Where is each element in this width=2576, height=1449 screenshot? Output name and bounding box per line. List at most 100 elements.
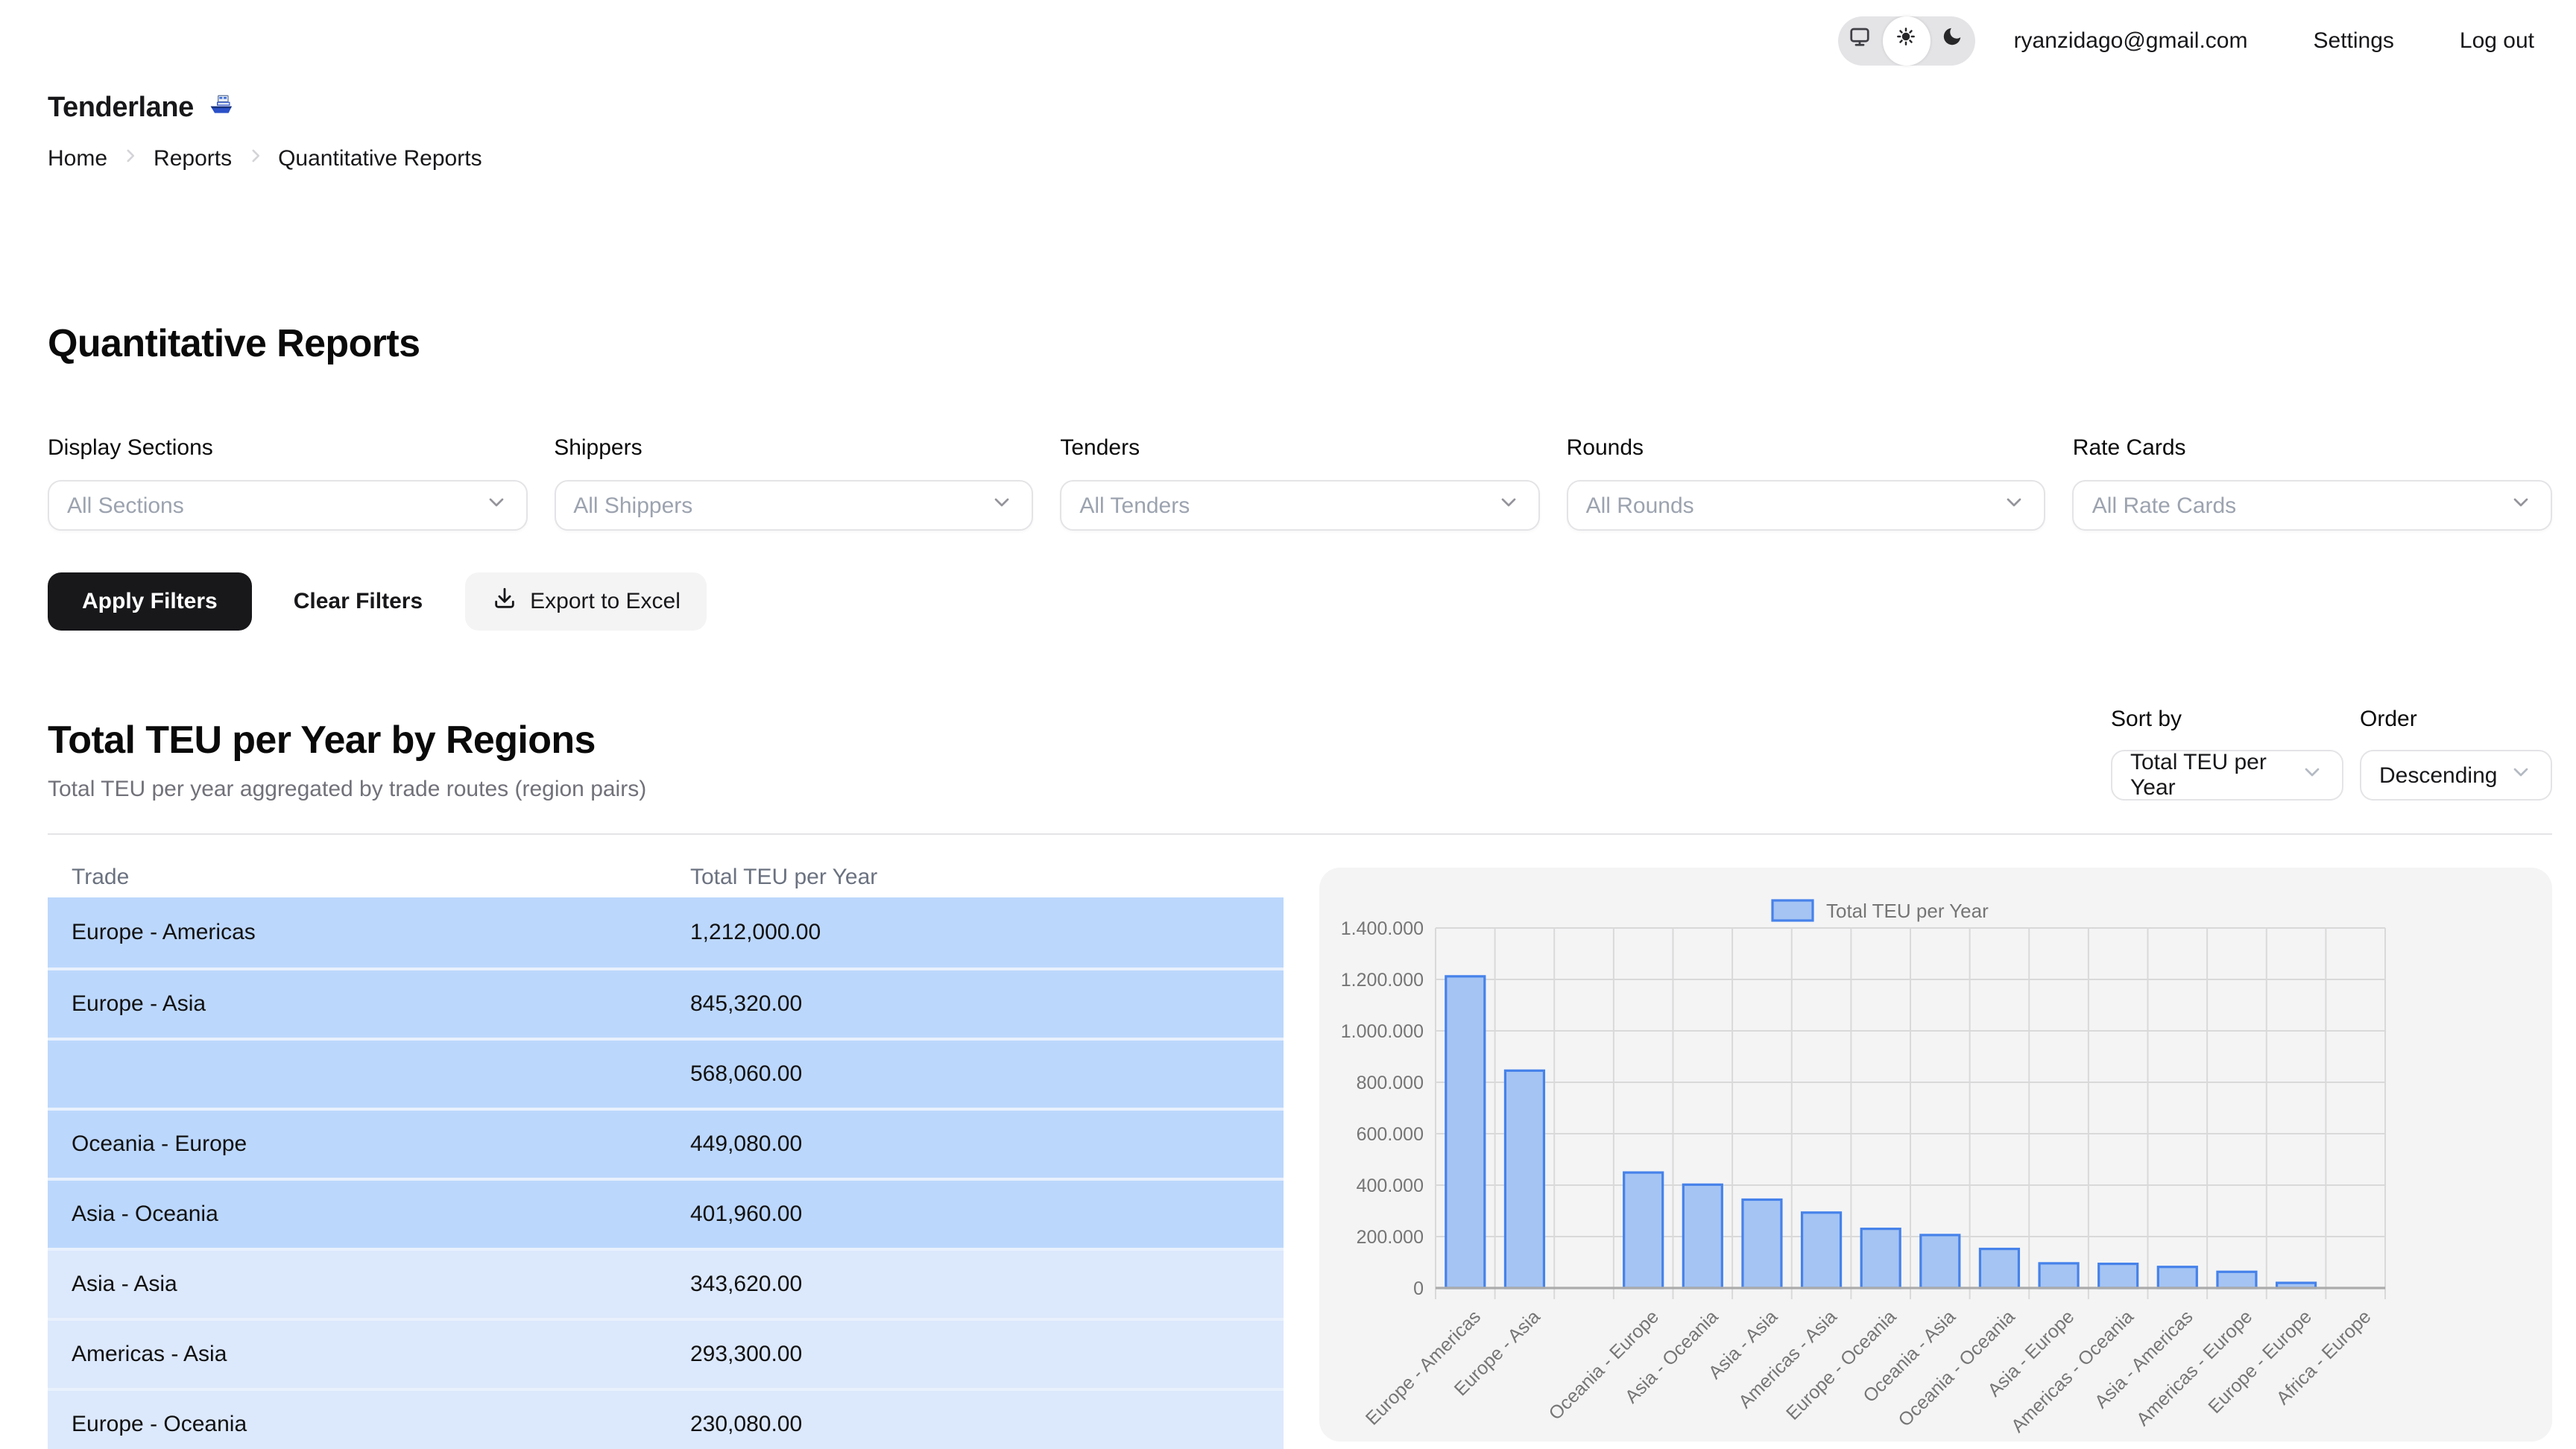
table-row: Asia - Asia343,620.00 xyxy=(48,1248,1284,1318)
trade-cell: Europe - Asia xyxy=(48,991,690,1017)
teu-value-cell: 1,212,000.00 xyxy=(690,920,1284,945)
chart-bar[interactable] xyxy=(1861,1229,1900,1288)
table-row: Europe - Asia845,320.00 xyxy=(48,967,1284,1038)
chevron-right-icon xyxy=(245,146,265,171)
apply-filters-button[interactable]: Apply Filters xyxy=(48,572,252,631)
chart-bar[interactable] xyxy=(1980,1249,2018,1288)
chart-y-tick-label: 0 xyxy=(1413,1278,1424,1299)
chart-bar[interactable] xyxy=(1624,1172,1663,1288)
breadcrumb-reports[interactable]: Reports xyxy=(154,146,232,171)
chart-x-category-label: Europe - Oceania xyxy=(1782,1306,1900,1424)
breadcrumb-current: Quantitative Reports xyxy=(278,146,482,171)
select-value: All Rounds xyxy=(1586,493,1694,518)
chart-bar[interactable] xyxy=(1743,1199,1781,1288)
section-header: Total TEU per Year by Regions Total TEU … xyxy=(48,717,2552,802)
export-label: Export to Excel xyxy=(530,589,681,614)
teu-value-cell: 401,960.00 xyxy=(690,1202,1284,1227)
logout-link[interactable]: Log out xyxy=(2460,28,2534,53)
select-value: Total TEU per Year xyxy=(2130,750,2300,801)
chart-y-tick-label: 800.000 xyxy=(1357,1073,1424,1093)
chevron-down-icon xyxy=(2300,760,2324,790)
page-title: Quantitative Reports xyxy=(48,321,2576,367)
chart-bar[interactable] xyxy=(1446,976,1485,1288)
trade-cell: Europe - Americas xyxy=(48,920,690,945)
chart-y-tick-label: 600.000 xyxy=(1357,1124,1424,1145)
order-select[interactable]: Descending xyxy=(2360,750,2552,801)
chart-y-tick-label: 400.000 xyxy=(1357,1175,1424,1196)
display-sections-select[interactable]: All Sections xyxy=(48,480,527,531)
table-row: Americas - Asia293,300.00 xyxy=(48,1318,1284,1388)
filter-label: Rate Cards xyxy=(2073,435,2552,461)
export-to-excel-button[interactable]: Export to Excel xyxy=(464,572,707,631)
chart-y-tick-label: 200.000 xyxy=(1357,1227,1424,1248)
chevron-down-icon xyxy=(2509,490,2533,520)
clear-filters-button[interactable]: Clear Filters xyxy=(291,572,426,631)
breadcrumb: Home Reports Quantitative Reports xyxy=(48,146,2576,171)
select-value: All Shippers xyxy=(573,493,692,518)
theme-option-dark[interactable] xyxy=(1931,16,1975,65)
filter-label: Rounds xyxy=(1567,435,2046,461)
chevron-down-icon xyxy=(2003,490,2027,520)
chart-bar[interactable] xyxy=(1683,1184,1722,1288)
breadcrumb-home[interactable]: Home xyxy=(48,146,107,171)
filter-shippers: Shippers All Shippers xyxy=(554,435,1033,531)
chart-bar[interactable] xyxy=(2039,1263,2078,1288)
chart-bar[interactable] xyxy=(2158,1267,2197,1288)
table-body: Europe - Americas1,212,000.00 Europe - As… xyxy=(48,897,1284,1449)
filter-rounds: Rounds All Rounds xyxy=(1567,435,2046,531)
chevron-down-icon xyxy=(1497,490,1521,520)
settings-link[interactable]: Settings xyxy=(2314,28,2394,53)
monitor-icon xyxy=(1849,25,1871,55)
table-row: Oceania - Europe449,080.00 xyxy=(48,1108,1284,1178)
chart-bar[interactable] xyxy=(1802,1213,1841,1288)
chart-bar[interactable] xyxy=(2217,1272,2256,1288)
trade-cell: Asia - Asia xyxy=(48,1272,690,1297)
moon-icon xyxy=(1942,25,1964,55)
section-titles: Total TEU per Year by Regions Total TEU … xyxy=(48,717,646,802)
chart-bar[interactable] xyxy=(1921,1235,1960,1288)
teu-value-cell: 293,300.00 xyxy=(690,1342,1284,1367)
order-label: Order xyxy=(2360,707,2552,732)
chevron-down-icon xyxy=(484,490,508,520)
theme-option-light[interactable] xyxy=(1882,16,1930,65)
teu-value-cell: 449,080.00 xyxy=(690,1131,1284,1157)
chart-bar[interactable] xyxy=(2099,1264,2138,1288)
shippers-select[interactable]: All Shippers xyxy=(554,480,1033,531)
filters-row: Display Sections All Sections Shippers A… xyxy=(48,435,2552,531)
chevron-right-icon xyxy=(121,146,140,171)
sort-by-group: Sort by Total TEU per Year xyxy=(2111,707,2343,801)
teu-value-cell: 343,620.00 xyxy=(690,1272,1284,1297)
chart-svg: 0200.000400.000600.000800.0001.000.0001.… xyxy=(1319,868,2552,1442)
filter-label: Tenders xyxy=(1060,435,1539,461)
order-group: Order Descending xyxy=(2360,707,2552,801)
brand-logo[interactable]: Tenderlane xyxy=(48,92,194,124)
trade-cell: Oceania - Europe xyxy=(48,1131,690,1157)
sun-icon xyxy=(1895,25,1918,55)
theme-option-system[interactable] xyxy=(1838,16,1883,65)
user-email: ryanzidago@gmail.com xyxy=(2014,28,2248,53)
filter-label: Shippers xyxy=(554,435,1033,461)
rounds-select[interactable]: All Rounds xyxy=(1567,480,2046,531)
report-content: Trade Total TEU per Year Europe - Americ… xyxy=(48,835,2552,1449)
tenders-select[interactable]: All Tenders xyxy=(1060,480,1539,531)
brand-row: Tenderlane xyxy=(48,89,2576,127)
actions-row: Apply Filters Clear Filters Export to Ex… xyxy=(48,572,2576,631)
table-header: Trade Total TEU per Year xyxy=(48,835,1284,897)
theme-toggle[interactable] xyxy=(1838,16,1975,65)
table-row: 568,060.00 xyxy=(48,1038,1284,1108)
chart-bar[interactable] xyxy=(1505,1070,1544,1288)
filter-display-sections: Display Sections All Sections xyxy=(48,435,527,531)
chart-y-tick-label: 1.000.000 xyxy=(1341,1021,1424,1042)
filter-tenders: Tenders All Tenders xyxy=(1060,435,1539,531)
chart-legend-label: Total TEU per Year xyxy=(1826,900,1989,922)
teu-value-cell: 845,320.00 xyxy=(690,991,1284,1017)
trade-cell: Europe - Oceania xyxy=(48,1412,690,1437)
chart-x-category-label: Oceania - Europe xyxy=(1545,1306,1663,1424)
rate-cards-select[interactable]: All Rate Cards xyxy=(2073,480,2552,531)
trade-cell: Asia - Oceania xyxy=(48,1202,690,1227)
quantitative-reports-page: ryanzidago@gmail.com Settings Log out Te… xyxy=(0,0,2576,1449)
sort-by-select[interactable]: Total TEU per Year xyxy=(2111,750,2343,801)
teu-bar-chart-panel: 0200.000400.000600.000800.0001.000.0001.… xyxy=(1319,868,2552,1442)
select-value: All Rate Cards xyxy=(2092,493,2236,518)
section-subtitle: Total TEU per year aggregated by trade r… xyxy=(48,777,646,802)
